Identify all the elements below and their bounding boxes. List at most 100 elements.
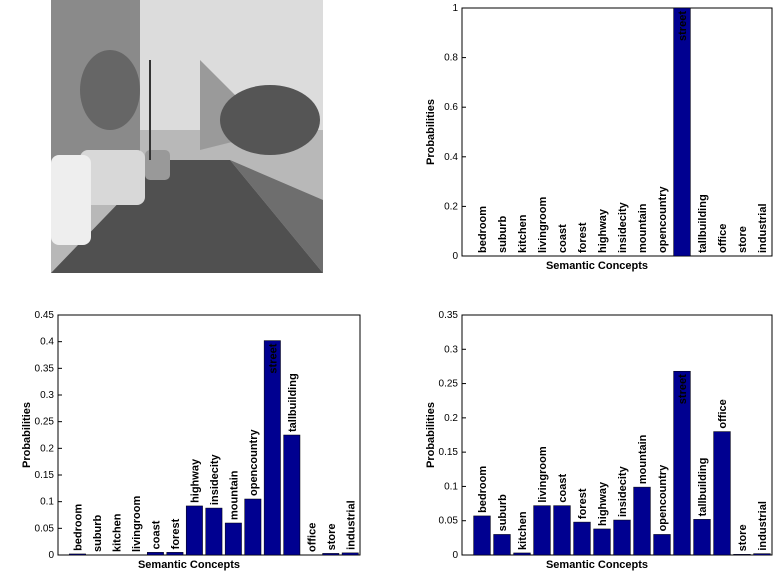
- category-label: office: [717, 224, 729, 253]
- bar: [167, 552, 183, 555]
- category-label: coast: [557, 224, 569, 253]
- category-label: suburb: [497, 215, 509, 253]
- y-tick-label: 0.1: [40, 497, 54, 508]
- category-label: suburb: [497, 494, 509, 532]
- category-label: tallbuilding: [287, 373, 299, 432]
- bar: [554, 506, 571, 555]
- category-label: industrial: [345, 500, 357, 550]
- category-label: opencountry: [248, 429, 260, 496]
- figure: 0 0.2 0.4 0.6 0.8 1 bedroom suburb kitchen living…: [0, 0, 773, 575]
- y-tick-label: 0.35: [439, 310, 459, 321]
- bar: [674, 8, 691, 256]
- category-label: livingroom: [131, 496, 143, 552]
- bar: [754, 554, 771, 555]
- category-label: tallbuilding: [697, 194, 709, 253]
- photo: [51, 0, 323, 273]
- category-label: mountain: [637, 203, 649, 253]
- bar: [323, 553, 339, 555]
- category-label: industrial: [757, 203, 769, 253]
- category-label: street: [677, 11, 689, 41]
- bar: [734, 554, 751, 555]
- category-label: bedroom: [72, 504, 84, 551]
- y-axis-label: Probabilities: [425, 99, 437, 165]
- y-axis-label: Probabilities: [21, 402, 33, 468]
- y-tick-label: 0.25: [439, 379, 459, 390]
- category-label: coast: [557, 474, 569, 503]
- category-label: street: [267, 343, 279, 373]
- category-label: forest: [577, 488, 589, 519]
- category-label: highway: [189, 458, 201, 503]
- category-label: insidecity: [617, 465, 629, 517]
- y-tick-label: 0.15: [439, 447, 459, 458]
- y-tick-label: 0.2: [444, 413, 458, 424]
- category-label: store: [737, 524, 749, 551]
- y-tick-label: 0: [452, 550, 458, 561]
- bar: [634, 487, 651, 555]
- category-label: bedroom: [477, 466, 489, 513]
- bar: [147, 552, 163, 555]
- category-label: insidecity: [209, 453, 221, 505]
- bar: [614, 520, 631, 555]
- y-tick-label: 0.15: [35, 470, 55, 481]
- bar: [494, 534, 511, 555]
- category-label: forest: [577, 222, 589, 253]
- category-label: opencountry: [657, 186, 669, 253]
- y-tick-label: 0.05: [35, 523, 55, 534]
- y-tick-label: 0: [452, 251, 458, 262]
- category-label: bedroom: [477, 206, 489, 253]
- category-label: office: [717, 399, 729, 428]
- y-tick-label: 0.1: [444, 481, 458, 492]
- y-tick-label: 0.3: [40, 390, 54, 401]
- category-label: forest: [170, 518, 182, 549]
- category-label: suburb: [92, 514, 104, 552]
- bar: [514, 553, 531, 555]
- bar: [594, 529, 611, 555]
- bar: [342, 553, 358, 555]
- y-tick-label: 0.3: [444, 344, 458, 355]
- x-axis-label: Semantic Concepts: [138, 559, 240, 571]
- y-tick-label: 0.4: [40, 337, 54, 348]
- bar: [714, 432, 731, 555]
- category-label: opencountry: [657, 464, 669, 531]
- y-tick-label: 0.2: [40, 443, 54, 454]
- category-label: highway: [597, 208, 609, 253]
- x-axis-label: Semantic Concepts: [546, 260, 648, 272]
- category-label: mountain: [637, 434, 649, 484]
- bar: [474, 516, 491, 555]
- category-label: store: [737, 226, 749, 253]
- y-tick-label: 0.2: [444, 201, 458, 212]
- category-label: highway: [597, 481, 609, 526]
- bar: [534, 506, 551, 555]
- y-axis-label: Probabilities: [425, 402, 437, 468]
- y-tick-label: 0.05: [439, 516, 459, 527]
- category-label: insidecity: [617, 201, 629, 253]
- category-label: kitchen: [517, 511, 529, 550]
- category-label: tallbuilding: [697, 458, 709, 517]
- bar: [225, 523, 241, 555]
- y-tick-label: 0.8: [444, 53, 458, 64]
- bar: [574, 522, 591, 555]
- bar: [206, 508, 222, 555]
- bar: [694, 519, 711, 555]
- bar: [284, 435, 300, 555]
- y-tick-label: 0.25: [35, 417, 55, 428]
- category-label: mountain: [228, 470, 240, 520]
- category-label: street: [677, 374, 689, 404]
- y-tick-label: 0.6: [444, 102, 458, 113]
- y-tick-label: 0: [48, 550, 54, 561]
- bar: [69, 554, 85, 555]
- category-label: livingroom: [537, 446, 549, 502]
- y-tick-label: 0.45: [35, 310, 55, 321]
- category-label: office: [306, 523, 318, 552]
- category-label: livingroom: [537, 197, 549, 253]
- bar: [186, 506, 202, 555]
- y-tick-label: 0.35: [35, 363, 55, 374]
- category-label: industrial: [757, 501, 769, 551]
- x-axis-label: Semantic Concepts: [546, 559, 648, 571]
- y-tick-label: 0.4: [444, 152, 458, 163]
- y-tick-label: 1: [452, 3, 458, 14]
- category-label: store: [326, 523, 338, 550]
- category-label: coast: [150, 520, 162, 549]
- bar: [654, 534, 671, 555]
- category-label: kitchen: [517, 214, 529, 253]
